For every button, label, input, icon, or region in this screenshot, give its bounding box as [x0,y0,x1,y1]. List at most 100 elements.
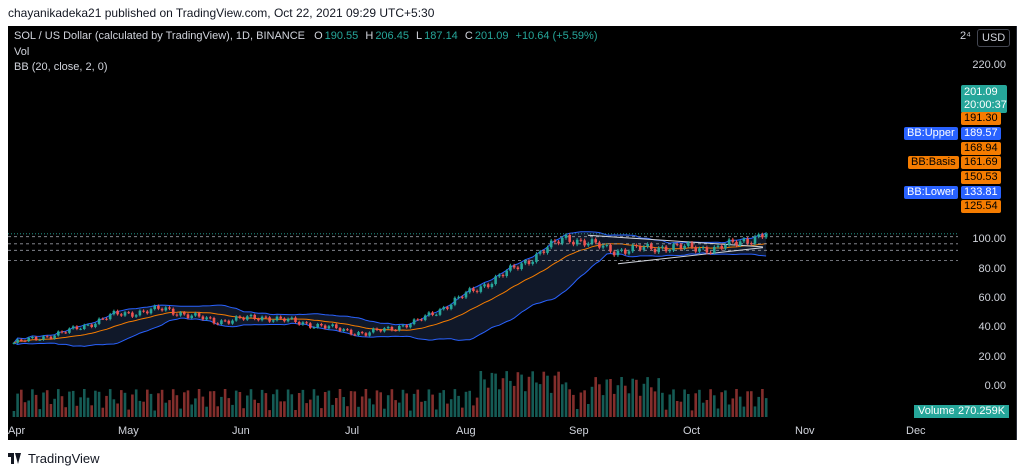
candle-body [587,243,590,246]
symbol-legend[interactable]: SOL / US Dollar (calculated by TradingVi… [14,30,598,42]
volume-bar [494,373,497,417]
candle-body [379,330,382,332]
volume-bar [23,402,27,417]
candle-body [216,323,219,325]
volume-bar [435,409,438,417]
volume-bar [268,410,271,417]
candle-body [305,322,308,324]
candle-body [327,326,331,329]
ohlc-high-value: 206.45 [375,30,409,42]
candle-body [412,319,416,325]
bb-legend[interactable]: BB (20, close, 2, 0) [14,61,108,73]
volume-bar [572,394,575,417]
candle-body [594,239,597,243]
tradingview-brand[interactable]: TradingView [8,451,100,466]
currency-button[interactable]: USD [977,29,1011,47]
volume-bar [594,377,597,417]
volume-bar [301,389,305,417]
candle-body [635,245,638,247]
volume-bar [724,390,727,417]
axis-mode-button[interactable]: 2⁴ [960,30,971,42]
volume-bar [320,408,323,417]
volume-bar [146,389,149,417]
symbol-name: SOL / US Dollar (calculated by TradingVi… [14,30,306,42]
volume-bar [716,408,720,417]
candle-body [579,239,583,241]
candle-body [335,324,338,329]
volume-bar [501,378,505,417]
volume-bar [520,374,523,417]
bb-upper-value: 189.57 [961,127,1001,140]
volume-bar [331,404,334,417]
volume-bar [546,375,549,417]
volume-bar [312,389,316,417]
candle-body [238,316,242,318]
ohlc-low-value: 187.14 [424,30,458,42]
publisher-header: chayanikadeka21 published on TradingView… [0,0,1024,26]
candle-body [738,241,742,246]
vol-legend[interactable]: Vol [14,46,30,58]
volume-bar [53,398,56,417]
candle-body [512,265,516,268]
candle-body [368,332,371,336]
volume-bar [283,401,286,417]
candle-body [631,245,634,252]
candle-body [501,274,505,277]
candle-body [672,244,675,251]
volume-bar [264,393,268,417]
candle-body [627,251,631,254]
volume-bar [275,389,279,417]
candle-body [612,251,616,256]
price-tick: 220.00 [972,59,1006,71]
candle-body [146,311,149,314]
volume-bar [108,389,112,417]
candle-body [405,325,408,328]
volume-bar [453,389,457,417]
ohlc-open-label: O [314,30,323,42]
chart-pane[interactable]: SOL / US Dollar (calculated by TradingVi… [8,26,1017,440]
candle-body [97,318,101,324]
candle-body [197,313,201,317]
volume-bar [116,403,119,417]
candle-body [112,310,116,315]
date-tick: Apr [8,425,26,437]
volume-bar [464,391,468,417]
volume-bar [168,400,171,417]
candle-body [101,318,105,320]
volume-bar [705,400,709,417]
volume-bar [620,377,623,417]
volume-bar [468,390,471,417]
volume-bar [190,404,193,417]
volume-bar [431,394,434,417]
candle-body [294,317,297,322]
volume-bar [297,393,301,417]
candle-body [564,235,568,238]
candle-body [175,314,179,316]
volume-bar [368,398,371,417]
candle-body [131,312,134,317]
candle-body [231,320,234,324]
price-tick: 60.00 [978,292,1006,304]
candle-body [383,328,386,332]
volume-bar [149,393,153,417]
candle-body [620,249,623,251]
date-tick: Oct [683,425,701,437]
candle-body [727,239,731,245]
date-tick: May [118,425,139,437]
volume-bar [553,375,557,417]
volume-bar [438,392,442,417]
candlestick-chart[interactable] [8,26,1016,440]
volume-bar [309,399,312,417]
volume-bar [160,389,164,417]
candle-body [123,312,127,316]
candle-body [494,276,497,284]
candle-body [257,319,260,321]
candle-body [127,312,130,314]
volume-bar [631,378,634,417]
candle-body [638,246,642,250]
volume-bar [342,397,345,417]
candle-body [683,245,686,249]
candle-body [183,312,186,315]
candle-body [49,336,53,339]
candle-body [71,326,75,329]
